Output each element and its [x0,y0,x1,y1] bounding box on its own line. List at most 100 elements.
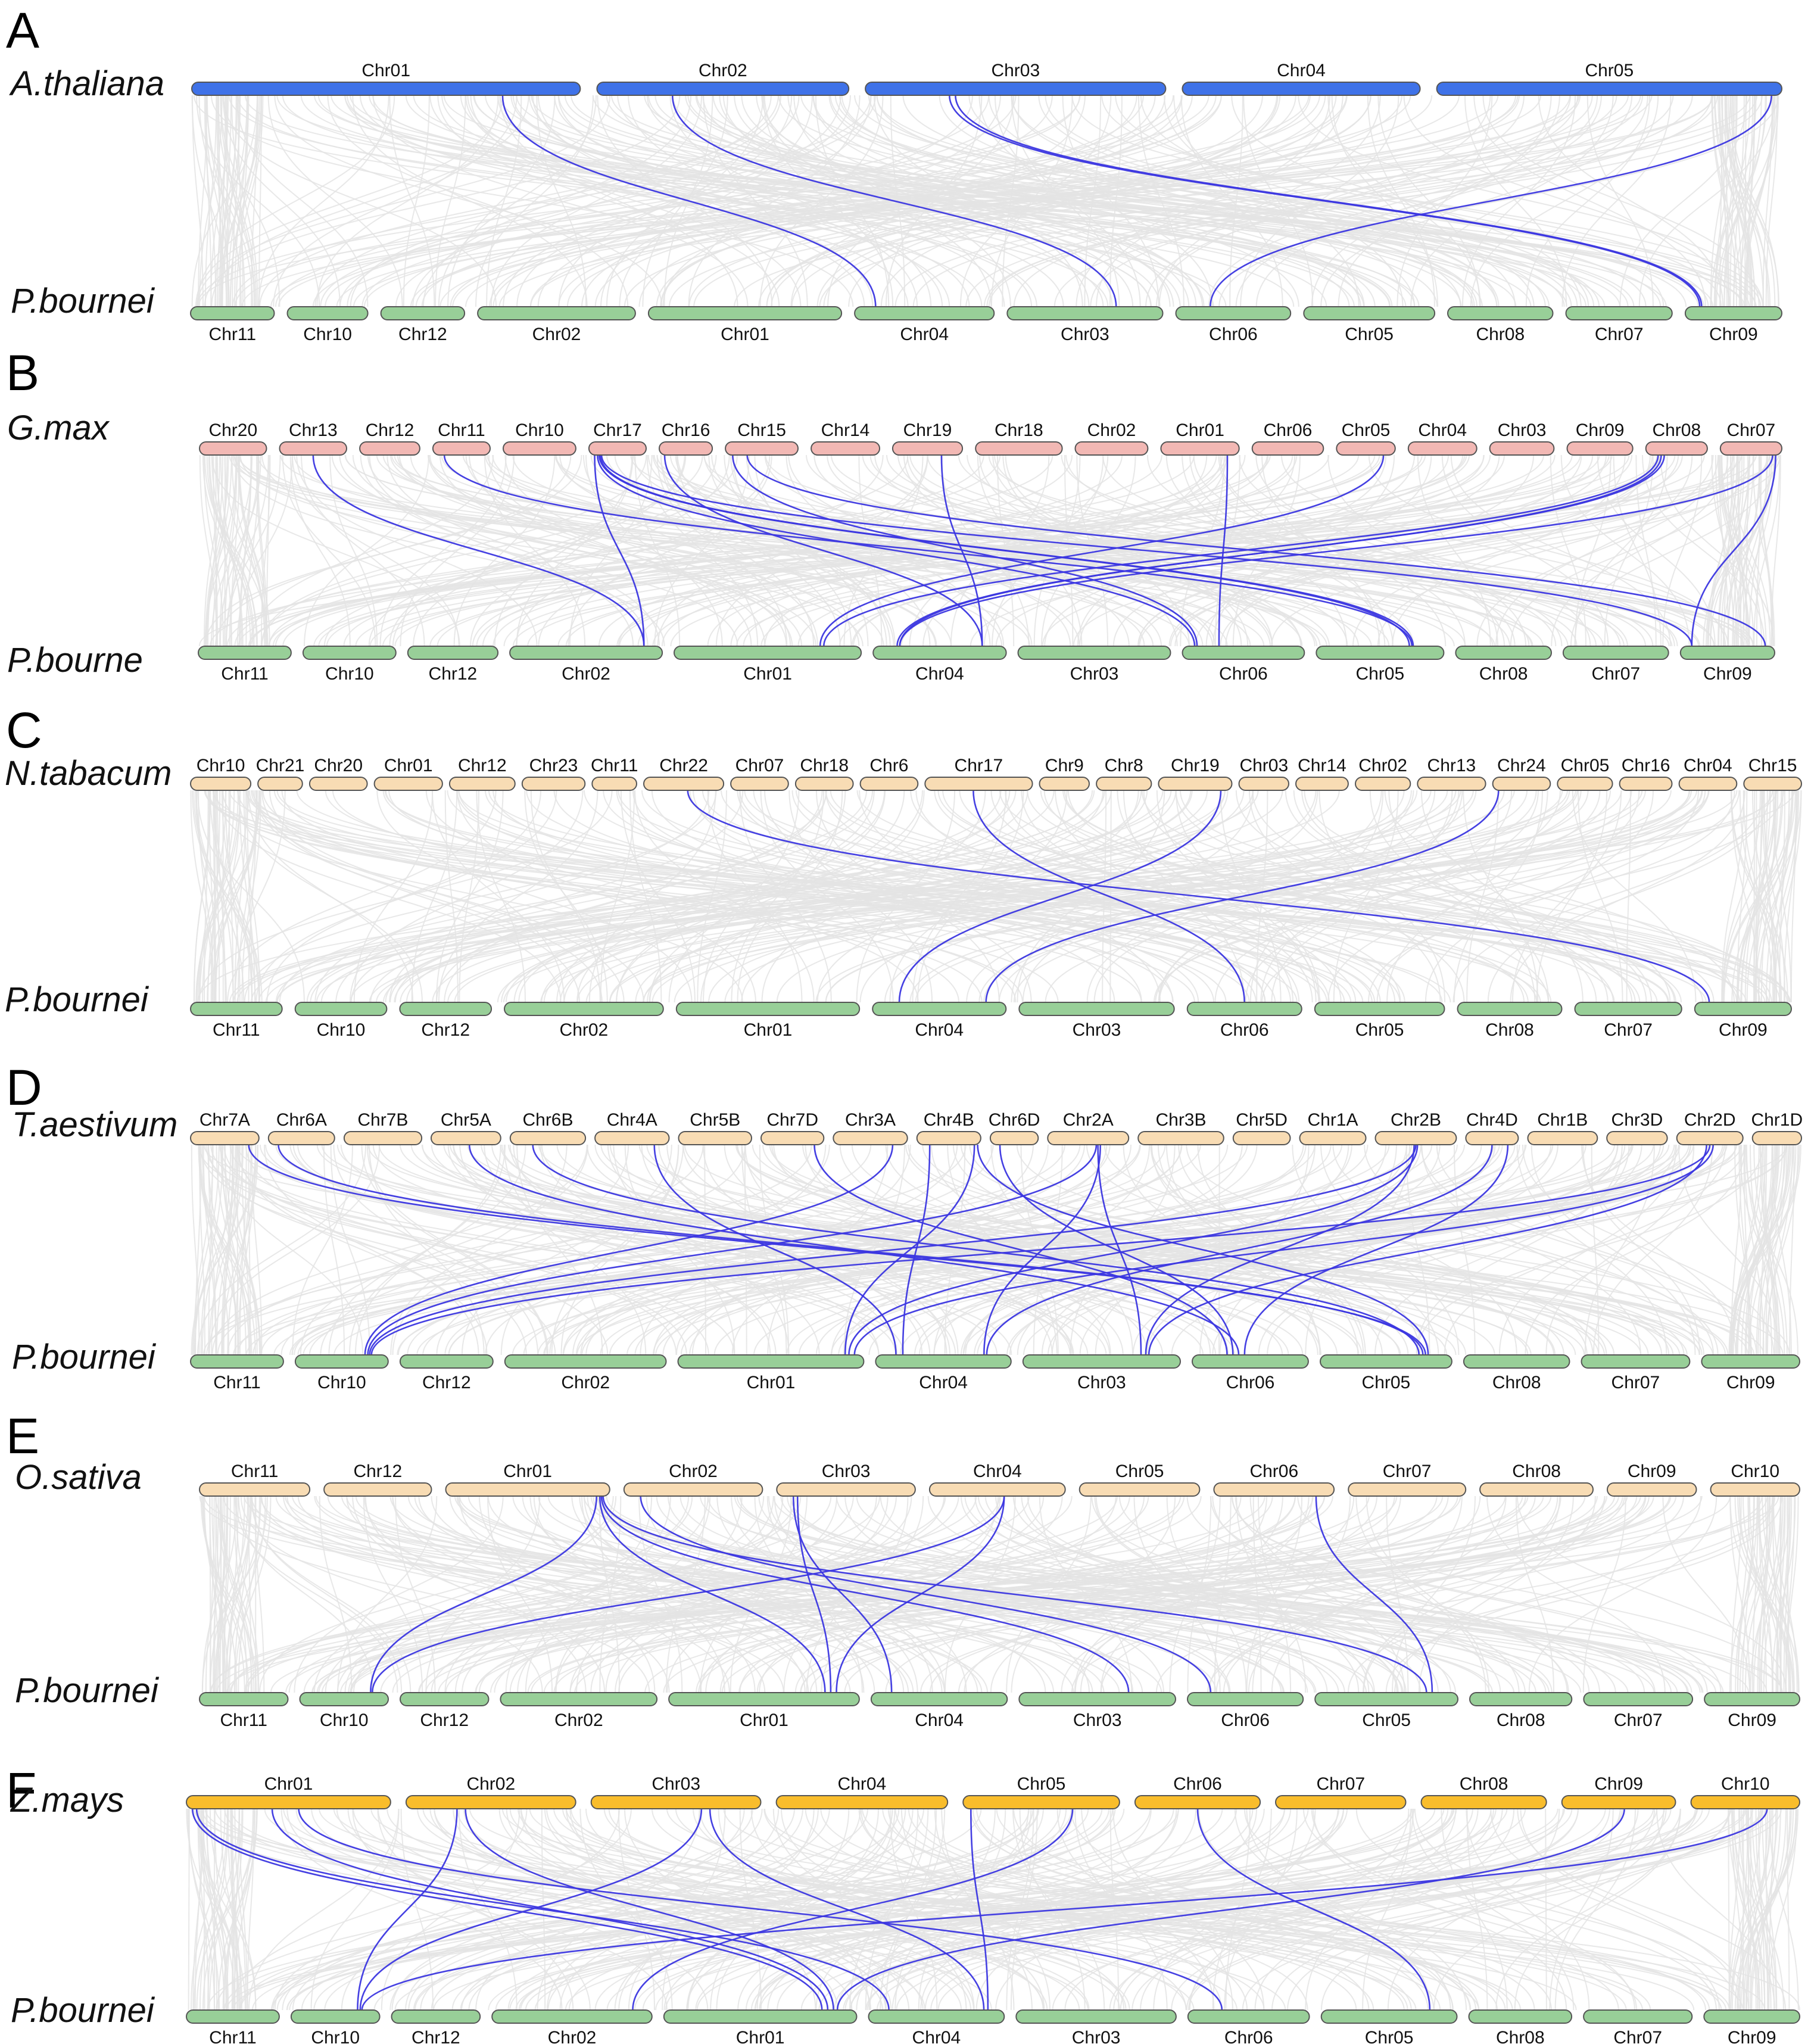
background-link [773,1144,1229,1356]
chromosome-bar [279,441,347,456]
chromosome-bar [509,646,663,660]
chromosome-label: Chr03 [1070,664,1119,684]
background-link [323,1144,345,1356]
background-link [1528,1495,1718,1693]
background-link [889,790,1068,1003]
background-link [1158,790,1601,1003]
synteny-link-chr2b-chr01 [848,1144,1419,1356]
background-link [894,1808,1472,2011]
background-link [350,1495,1202,1693]
background-link [527,1495,1670,1693]
background-link [301,1808,1030,2011]
chromosome-label: Chr04 [838,1774,887,1794]
background-link [411,790,458,1003]
synteny-link-chr2a-chr10 [367,1144,1098,1356]
background-link [513,1144,820,1356]
chromosome-label: Chr05 [1365,2028,1414,2044]
chromosome-bar [594,1131,670,1145]
background-link [447,790,1327,1003]
chromosome-bar [199,1692,289,1706]
background-link [1369,790,1536,1003]
background-link [970,1808,1454,2011]
panel-e: Chr11 Chr12 Chr01 Chr02 Chr03 Chr04 Chr05 Chr06… [6,1408,1801,1730]
chromosome-label: Chr04 [1418,420,1467,440]
synteny-link-chr17-chr05 [599,454,1414,647]
background-link [587,1495,943,1693]
chromosome-label: Chr10 [1731,1462,1779,1481]
background-link [988,95,1763,307]
background-link [376,790,693,1003]
background-link [198,790,227,1003]
synteny-link-chr6b-chr05 [532,1144,1420,1356]
background-link [974,1144,1552,1356]
background-link [1758,454,1773,647]
chromosome-bar [491,2009,653,2024]
chromosome-bar [590,1795,762,1809]
background-link [753,790,1330,1003]
chromosome-bar [308,777,368,791]
background-link [1578,790,1623,1003]
chromosome-bar [1468,2009,1573,2024]
background-link [463,1808,972,2011]
background-link [1214,1495,1232,1693]
background-link [245,1144,677,1356]
background-link [204,1495,1514,1693]
background-link [1495,454,1693,647]
chromosome-bar [407,646,499,660]
chromosome-label: Chr11 [209,325,256,344]
bottom-chromosomes: Chr11 Chr10 Chr12 Chr02 Chr01 Chr04 Chr03 Chr06… [198,646,1776,684]
background-link [1732,95,1779,307]
chromosome-label: Chr04 [915,1710,964,1730]
synteny-link-chr05-chr06 [1210,95,1772,307]
chromosome-label: Chr12 [398,325,447,344]
chromosome-bar [186,1795,391,1809]
background-link [1243,1808,1637,2011]
background-link [1171,1144,1745,1356]
background-link [230,1495,977,1693]
background-link [975,1808,1257,2011]
background-link [628,1808,815,2011]
background-link [504,454,791,647]
background-link [304,454,429,647]
chromosome-bar [1676,1131,1744,1145]
synteny-link-chr03-chr04 [709,1808,985,2011]
background-link [1318,790,1446,1003]
background-link [361,95,1183,307]
chromosome-bar [323,1482,432,1497]
background-link [210,1495,249,1693]
chromosome-label: Chr10 [515,420,564,440]
background-link [700,1495,1063,1693]
chromosome-bar [504,1002,664,1016]
background-link [195,95,503,307]
background-link [827,95,1015,307]
background-link [1771,454,1781,647]
background-link [1169,1495,1221,1693]
chromosome-label: Chr10 [317,1020,366,1040]
background-link [1189,454,1394,647]
background-link [241,790,261,1003]
background-link [1198,1808,1451,2011]
background-link [1729,1495,1751,1693]
chromosome-label: Chr05 [1115,1462,1164,1481]
background-link [1759,1495,1773,1693]
background-link [527,454,1743,647]
background-link [781,1808,1045,2011]
chromosome-label: Chr07 [1727,420,1776,440]
chromosome-bar [1703,2009,1801,2024]
background-link [1005,790,1342,1003]
chromosome-label: Chr03 [1239,756,1288,775]
synteny-link-chr4a-chr04 [653,1144,897,1356]
background-link [208,1808,243,2011]
background-link [1766,1144,1799,1356]
background-link [280,454,1495,647]
synteny-link-chr10-chr10 [361,1808,1768,2011]
background-link [238,1495,260,1693]
chromosome-bar [190,1131,260,1145]
background-link [229,95,258,307]
chromosome-label: Chr02 [466,1774,515,1794]
chromosome-bar [1134,1795,1261,1809]
background-link [1100,1495,1283,1693]
background-link [663,1808,1067,2011]
background-link [764,454,1271,647]
